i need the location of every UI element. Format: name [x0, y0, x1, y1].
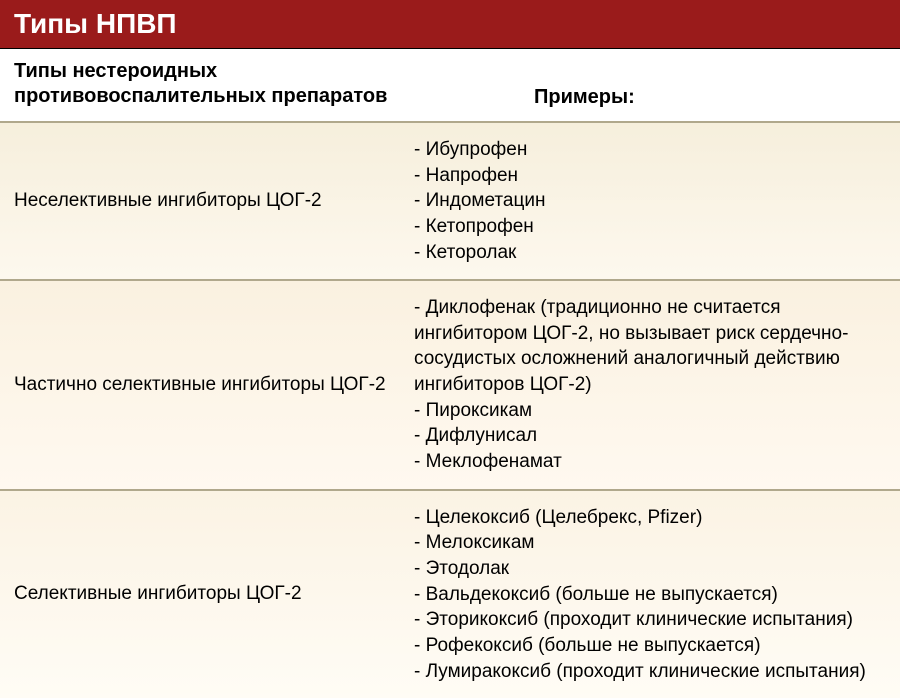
list-item: - Кетопрофен [414, 214, 886, 240]
row-label: Частично селективные ингибиторы ЦОГ-2 [14, 295, 414, 474]
list-item: - Диклофенак (традиционно не считается и… [414, 295, 886, 398]
row-examples: - Целекоксиб (Целебрекс, Pfizer) - Мелок… [414, 505, 886, 684]
title-bar: Типы НПВП [0, 0, 900, 49]
row-examples: - Диклофенак (традиционно не считается и… [414, 295, 886, 474]
list-item: - Кеторолак [414, 240, 886, 266]
header-row: Типы нестероидных противовоспалительных … [0, 49, 900, 123]
table-row: Селективные ингибиторы ЦОГ-2 - Целекокси… [0, 491, 900, 698]
list-item: - Этодолак [414, 556, 886, 582]
list-item: - Эторикоксиб (проходит клинические испы… [414, 607, 886, 633]
list-item: - Ибупрофен [414, 137, 886, 163]
header-right-text: Примеры: [534, 86, 635, 109]
table-row: Неселективные ингибиторы ЦОГ-2 - Ибупроф… [0, 123, 900, 281]
list-item: - Дифлунисал [414, 423, 886, 449]
list-item: - Индометацин [414, 188, 886, 214]
row-label: Неселективные ингибиторы ЦОГ-2 [14, 137, 414, 265]
table-row: Частично селективные ингибиторы ЦОГ-2 - … [0, 281, 900, 490]
header-left: Типы нестероидных противовоспалительных … [14, 59, 434, 109]
list-item: - Целекоксиб (Целебрекс, Pfizer) [414, 505, 886, 531]
row-label: Селективные ингибиторы ЦОГ-2 [14, 505, 414, 684]
list-item: - Меклофенамат [414, 449, 886, 475]
list-item: - Мелоксикам [414, 530, 886, 556]
row-examples: - Ибупрофен - Напрофен - Индометацин - К… [414, 137, 886, 265]
list-item: - Лумиракоксиб (проходит клинические исп… [414, 659, 886, 685]
title-text: Типы НПВП [14, 8, 177, 39]
list-item: - Напрофен [414, 163, 886, 189]
header-right: Примеры: [434, 59, 886, 109]
list-item: - Рофекоксиб (больше не выпускается) [414, 633, 886, 659]
list-item: - Вальдекоксиб (больше не выпускается) [414, 582, 886, 608]
list-item: - Пироксикам [414, 398, 886, 424]
